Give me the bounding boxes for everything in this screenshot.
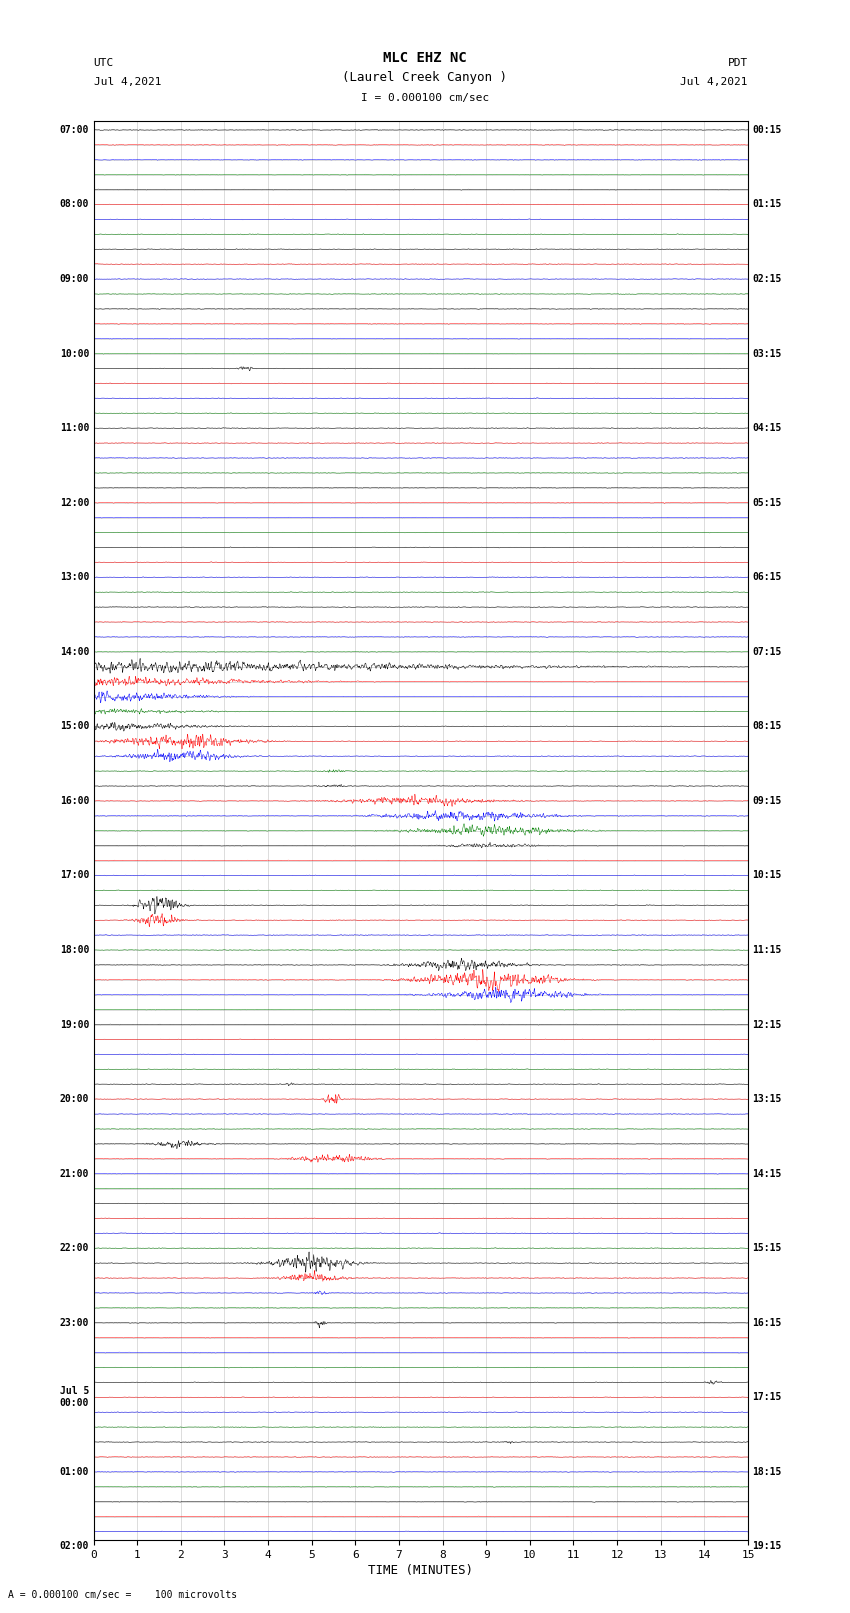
Text: 15:15: 15:15 xyxy=(752,1244,782,1253)
Text: Jul 4,2021: Jul 4,2021 xyxy=(681,77,748,87)
Text: 15:00: 15:00 xyxy=(60,721,89,731)
Text: 18:15: 18:15 xyxy=(752,1466,782,1478)
Text: 00:15: 00:15 xyxy=(752,124,782,135)
Text: 08:15: 08:15 xyxy=(752,721,782,731)
Text: 12:00: 12:00 xyxy=(60,498,89,508)
Text: 17:15: 17:15 xyxy=(752,1392,782,1402)
Text: 02:15: 02:15 xyxy=(752,274,782,284)
Text: 10:00: 10:00 xyxy=(60,348,89,358)
Text: UTC: UTC xyxy=(94,58,114,68)
Text: 12:15: 12:15 xyxy=(752,1019,782,1029)
Text: 22:00: 22:00 xyxy=(60,1244,89,1253)
Text: 23:00: 23:00 xyxy=(60,1318,89,1327)
Text: PDT: PDT xyxy=(728,58,748,68)
Text: 01:15: 01:15 xyxy=(752,200,782,210)
Text: 07:15: 07:15 xyxy=(752,647,782,656)
Text: 19:00: 19:00 xyxy=(60,1019,89,1029)
Text: 02:00: 02:00 xyxy=(60,1542,89,1552)
Text: 04:15: 04:15 xyxy=(752,423,782,434)
Text: 21:00: 21:00 xyxy=(60,1169,89,1179)
Text: 11:00: 11:00 xyxy=(60,423,89,434)
Text: 06:15: 06:15 xyxy=(752,573,782,582)
Text: I = 0.000100 cm/sec: I = 0.000100 cm/sec xyxy=(361,94,489,103)
Text: 13:15: 13:15 xyxy=(752,1094,782,1103)
Text: 09:00: 09:00 xyxy=(60,274,89,284)
Text: Jul 4,2021: Jul 4,2021 xyxy=(94,77,161,87)
Text: 20:00: 20:00 xyxy=(60,1094,89,1103)
Text: 08:00: 08:00 xyxy=(60,200,89,210)
Text: 18:00: 18:00 xyxy=(60,945,89,955)
Text: 17:00: 17:00 xyxy=(60,871,89,881)
X-axis label: TIME (MINUTES): TIME (MINUTES) xyxy=(368,1565,473,1578)
Text: (Laurel Creek Canyon ): (Laurel Creek Canyon ) xyxy=(343,71,507,84)
Text: 03:15: 03:15 xyxy=(752,348,782,358)
Text: 14:00: 14:00 xyxy=(60,647,89,656)
Text: MLC EHZ NC: MLC EHZ NC xyxy=(383,50,467,65)
Text: 14:15: 14:15 xyxy=(752,1169,782,1179)
Text: 16:15: 16:15 xyxy=(752,1318,782,1327)
Text: 11:15: 11:15 xyxy=(752,945,782,955)
Text: Jul 5
00:00: Jul 5 00:00 xyxy=(60,1387,89,1408)
Text: 01:00: 01:00 xyxy=(60,1466,89,1478)
Text: 09:15: 09:15 xyxy=(752,795,782,806)
Text: 16:00: 16:00 xyxy=(60,795,89,806)
Text: A = 0.000100 cm/sec =    100 microvolts: A = 0.000100 cm/sec = 100 microvolts xyxy=(8,1590,238,1600)
Text: 10:15: 10:15 xyxy=(752,871,782,881)
Text: 05:15: 05:15 xyxy=(752,498,782,508)
Text: 19:15: 19:15 xyxy=(752,1542,782,1552)
Text: 13:00: 13:00 xyxy=(60,573,89,582)
Text: 07:00: 07:00 xyxy=(60,124,89,135)
